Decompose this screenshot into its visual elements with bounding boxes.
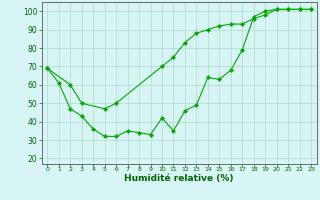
X-axis label: Humidité relative (%): Humidité relative (%) [124,174,234,183]
